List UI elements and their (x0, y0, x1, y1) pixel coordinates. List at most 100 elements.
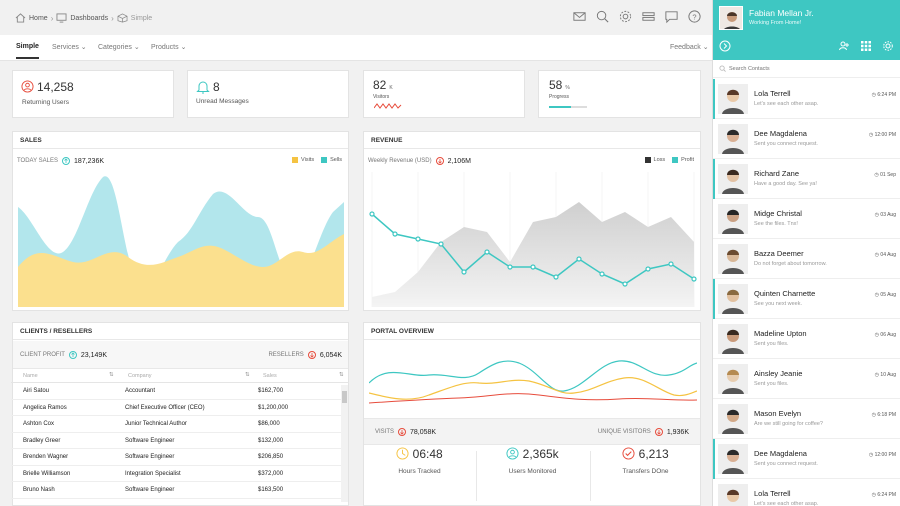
breadcrumb-separator: › (111, 13, 114, 23)
mail-icon[interactable] (572, 9, 587, 24)
table-row[interactable]: Brenden Wagner Software Engineer $206,850 (11, 449, 341, 466)
weekly-revenue: Weekly Revenue (USD) 2,106M (368, 157, 471, 165)
grid-icon[interactable] (860, 40, 872, 52)
avatar[interactable] (718, 364, 748, 394)
contact-name: Richard Zane (754, 169, 800, 178)
weekly-revenue-value: 2,106M (447, 157, 471, 165)
search-icon[interactable] (595, 9, 610, 24)
contact-item[interactable]: Madeline Upton Sent you files. ◷ 06 Aug (713, 319, 900, 359)
gear-icon[interactable] (882, 40, 894, 52)
table-row[interactable]: Bruno Nash Software Engineer $163,500 (11, 482, 341, 499)
avatar[interactable] (718, 444, 748, 474)
active-indicator (713, 159, 715, 199)
contact-item[interactable]: Bazza Deemer Do not forget about tomorrow… (713, 239, 900, 279)
avatar[interactable] (718, 484, 748, 506)
gear-icon[interactable] (618, 9, 633, 24)
hours-tracked-value: 06:48 (412, 447, 443, 461)
search-icon (719, 65, 726, 72)
contact-message: Do not forget about tomorrow. (754, 261, 827, 267)
transfers-done-value: 6,213 (638, 447, 669, 461)
contact-item[interactable]: Midge Christal See the files. Tnx! ◷ 03 Au… (713, 199, 900, 239)
cell-sales: $162,700 (258, 388, 284, 394)
column-name[interactable]: Name (23, 373, 38, 379)
add-user-icon[interactable] (838, 40, 850, 52)
user-name: Fabian Mellan Jr. (749, 8, 814, 18)
contact-item[interactable]: Mason Evelyn Are we still going for coffe… (713, 399, 900, 439)
breadcrumb-dashboards[interactable]: Dashboards (70, 14, 109, 22)
breadcrumb-current: Simple (130, 14, 153, 22)
cell-name: Angelica Ramos (23, 404, 67, 411)
arrow-down-icon (435, 157, 444, 165)
table-row[interactable]: Ashton Cox Junior Technical Author $86,000 (11, 416, 341, 433)
contact-name: Bazza Deemer (754, 249, 804, 258)
arrow-right-circle-icon[interactable] (719, 40, 731, 52)
tab-products[interactable]: Products ⌄ (151, 43, 186, 51)
chat-icon[interactable] (664, 9, 679, 24)
contact-name: Madeline Upton (754, 329, 807, 338)
contact-time: ◷ 6:24 PM (872, 92, 896, 98)
avatar[interactable] (718, 324, 748, 354)
server-icon[interactable] (641, 9, 656, 24)
column-sales[interactable]: Sales (263, 373, 277, 379)
table-row[interactable]: Airi Satou Accountant $162,700 (11, 383, 341, 400)
avatar[interactable] (718, 164, 748, 194)
breadcrumb-home[interactable]: Home (29, 14, 48, 22)
tab-simple[interactable]: Simple (16, 43, 39, 59)
cell-company: Software Engineer (125, 454, 175, 460)
tab-feedback[interactable]: Feedback ⌄ (670, 43, 709, 51)
clients-title: CLIENTS / RESELLERS (13, 323, 348, 340)
help-icon[interactable]: ? (687, 9, 702, 24)
legend-profit: Profit (681, 157, 694, 163)
users-monitored-row: 2,365k (476, 447, 589, 461)
contact-item[interactable]: Lola Terrell Let's see each other asap. ◷ … (713, 79, 900, 119)
contact-message: See the files. Tnx! (754, 221, 798, 227)
active-indicator (713, 79, 715, 119)
cell-company: Accountant (125, 388, 156, 394)
unique-visitors-label: UNIQUE VISITORS (597, 429, 651, 435)
arrow-up-icon (68, 351, 77, 359)
contact-name: Mason Evelyn (754, 409, 802, 418)
sort-icon[interactable]: ⇅ (109, 372, 114, 378)
chevron-down-icon: ⌄ (133, 44, 140, 51)
visitors-value-group: 82 K (373, 78, 393, 92)
table-scrollbar[interactable] (341, 385, 348, 502)
clock-icon: ◷ (868, 452, 874, 458)
avatar[interactable] (719, 6, 743, 30)
column-company[interactable]: Company (128, 373, 152, 379)
table-row[interactable]: Bradley Greer Software Engineer $132,000 (11, 433, 341, 449)
avatar[interactable] (718, 244, 748, 274)
stat-returning-users: 14,258 Returning Users (12, 70, 174, 118)
contact-item[interactable]: Lola Terrell Let's see each other asap. ◷ … (713, 479, 900, 506)
sort-icon[interactable]: ⇅ (245, 372, 250, 378)
contact-item[interactable]: Dee Magdalena Sent you connect request. ◷ … (713, 439, 900, 479)
avatar[interactable] (718, 124, 748, 154)
table-row[interactable]: Angelica Ramos Chief Executive Officer (C… (11, 400, 341, 416)
contact-item[interactable]: Dee Magdalena Sent you connect request. ◷ … (713, 119, 900, 159)
transfers-done-stat: 6,213 Transfers DOne (589, 447, 702, 475)
avatar[interactable] (718, 84, 748, 114)
avatar[interactable] (718, 204, 748, 234)
transfers-done-label: Transfers DOne (622, 468, 669, 475)
avatar[interactable] (718, 404, 748, 434)
home-icon[interactable] (15, 13, 26, 23)
today-sales: TODAY SALES 187,236K (17, 157, 104, 165)
sales-title: SALES (13, 132, 348, 149)
progress-label: Progress (549, 94, 570, 100)
cell-company: Chief Executive Officer (CEO) (125, 404, 205, 411)
sales-area-chart (18, 176, 344, 307)
contact-time: ◷ 03 Aug (875, 212, 896, 218)
contact-item[interactable]: Quinten Charnette See you next week. ◷ 05 … (713, 279, 900, 319)
scrollbar-thumb[interactable] (342, 391, 347, 403)
transfers-done-row: 6,213 (589, 447, 702, 461)
tab-services[interactable]: Services ⌄ (52, 43, 87, 51)
legend-loss: Loss (653, 157, 666, 163)
search-contacts-input[interactable] (729, 63, 894, 75)
contact-item[interactable]: Richard Zane Have a good day. See ya! ◷ 01… (713, 159, 900, 199)
avatar[interactable] (718, 284, 748, 314)
contact-item[interactable]: Ainsley Jeanie Sent you files. ◷ 10 Aug (713, 359, 900, 399)
table-row[interactable]: Brielle Williamson Integration Specialist… (11, 466, 341, 482)
tab-categories[interactable]: Categories ⌄ (98, 43, 140, 51)
contact-time-text: 6:18 PM (877, 412, 896, 418)
returning-users-value: 14,258 (37, 80, 74, 94)
sort-icon[interactable]: ⇅ (339, 372, 344, 378)
